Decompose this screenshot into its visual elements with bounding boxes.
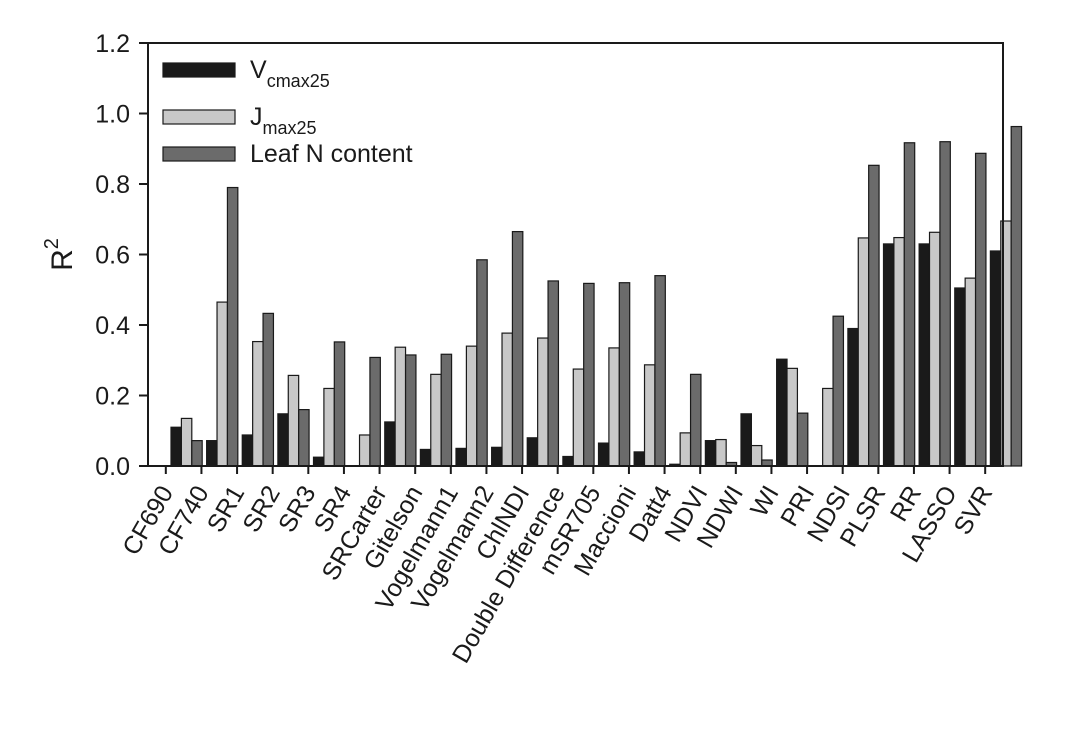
bar-sr3-series-3 <box>333 341 346 467</box>
bar-msr705-series-1 <box>597 442 610 467</box>
bar-ndvi-series-1 <box>704 440 717 467</box>
bar-ndsi-series-2 <box>857 237 870 467</box>
bar-srcarter-series-3 <box>404 354 417 467</box>
legend-swatch-series-1 <box>162 62 236 78</box>
x-tick-label: SR2 <box>237 481 286 537</box>
x-tick-label: SR1 <box>202 481 251 537</box>
y-tick-label: 0.2 <box>95 383 130 411</box>
bar-vogelmann1-series-1 <box>455 447 467 467</box>
bar-maccioni-series-3 <box>654 275 666 467</box>
bar-pri-series-2 <box>822 387 834 467</box>
legend-label-main: Leaf N content <box>250 140 413 168</box>
bars-layer <box>170 125 1023 467</box>
bar-datt4-series-2 <box>679 432 692 467</box>
legend-label-main: V <box>250 56 267 84</box>
bar-ndsi-series-1 <box>847 327 859 467</box>
y-tick-label: 0.0 <box>95 453 130 481</box>
bar-ndwi-series-1 <box>740 413 752 467</box>
bar-wi-series-2 <box>786 367 799 467</box>
bar-sr4-series-2 <box>358 434 371 467</box>
legend-label-subscript: cmax25 <box>267 71 330 91</box>
bar-vogelmann1-series-3 <box>476 259 488 467</box>
y-axis: 0.0 0.2 0.4 0.6 0.8 1.0 1.2 <box>95 30 148 481</box>
bar-ndvi-series-2 <box>715 438 727 467</box>
bar-vogelmann2-series-3 <box>511 230 524 467</box>
bar-svr-series-1 <box>989 250 1002 467</box>
bar-lasso-series-1 <box>954 287 966 467</box>
bar-vogelmann2-series-1 <box>491 446 503 467</box>
bar-cf740-series-2 <box>216 301 229 467</box>
bar-cf690-series-1 <box>170 426 182 467</box>
bar-msr705-series-2 <box>608 347 620 467</box>
legend-swatch-series-2 <box>162 109 236 125</box>
bar-cf740-series-3 <box>226 186 239 467</box>
bar-plsr-series-3 <box>903 142 916 467</box>
y-tick-label: 1.0 <box>95 101 130 129</box>
bar-datt4-series-3 <box>689 373 702 467</box>
legend-swatch-series-3 <box>162 146 236 162</box>
bar-maccioni-series-2 <box>643 364 656 467</box>
bar-cf740-series-1 <box>206 440 218 467</box>
bar-plsr-series-2 <box>893 236 905 467</box>
bar-rr-series-2 <box>928 231 941 467</box>
bar-rr-series-3 <box>939 141 951 467</box>
legend-label-subscript: max25 <box>263 118 317 138</box>
x-tick-label: SR3 <box>273 481 322 537</box>
y-axis-label: R2 <box>41 238 79 271</box>
bar-sr2-series-1 <box>277 413 289 467</box>
legend-label-series-2: Jmax25 <box>250 103 317 138</box>
bar-sr2-series-2 <box>287 374 300 467</box>
y-axis-label-superscript: 2 <box>41 238 63 249</box>
x-axis: CF690CF740SR1SR2SR3SR4SRCarterGitelsonVo… <box>117 466 998 668</box>
bar-msr705-series-3 <box>618 282 631 467</box>
y-tick-label: 1.2 <box>95 30 130 58</box>
bar-chlndi-series-2 <box>537 337 549 467</box>
bar-ndsi-series-3 <box>868 164 880 467</box>
bar-double-difference-series-1 <box>562 455 574 467</box>
bar-sr3-series-1 <box>312 456 325 467</box>
bar-svr-series-3 <box>1010 125 1023 467</box>
legend-label-series-1: Vcmax25 <box>250 56 330 91</box>
bar-rr-series-1 <box>918 243 931 467</box>
bar-sr2-series-3 <box>298 409 310 467</box>
bar-lasso-series-2 <box>964 277 977 467</box>
y-tick-label: 0.4 <box>95 312 130 340</box>
bar-gitelson-series-1 <box>419 448 432 467</box>
bar-cf690-series-2 <box>180 417 193 467</box>
bar-chlndi-series-3 <box>547 280 560 467</box>
bar-gitelson-series-2 <box>430 373 442 467</box>
bar-sr1-series-2 <box>252 340 264 467</box>
y-tick-label: 0.6 <box>95 242 130 270</box>
bar-chlndi-series-1 <box>526 437 539 467</box>
bar-plsr-series-1 <box>882 243 895 467</box>
bar-vogelmann1-series-2 <box>465 345 478 467</box>
bar-sr1-series-1 <box>241 434 254 467</box>
bar-sr4-series-3 <box>369 356 381 467</box>
bar-sr1-series-3 <box>262 312 275 467</box>
x-tick-label: SVR <box>948 481 998 540</box>
bar-cf690-series-3 <box>191 440 203 467</box>
bar-wi-series-3 <box>796 412 809 467</box>
bar-double-difference-series-2 <box>572 368 585 467</box>
bar-gitelson-series-3 <box>440 353 453 467</box>
y-axis-label-main: R <box>46 249 79 271</box>
bar-double-difference-series-3 <box>583 282 595 467</box>
bar-wi-series-1 <box>776 358 788 467</box>
bar-maccioni-series-1 <box>633 451 646 467</box>
y-tick-label: 0.8 <box>95 171 130 199</box>
bar-srcarter-series-2 <box>394 346 407 467</box>
bar-sr3-series-2 <box>323 387 335 467</box>
bar-lasso-series-3 <box>974 152 987 467</box>
bar-ndwi-series-2 <box>750 444 763 467</box>
bar-srcarter-series-1 <box>384 421 396 467</box>
legend-label-main: J <box>250 103 263 131</box>
legend-label-series-3: Leaf N content <box>250 140 413 168</box>
bar-pri-series-3 <box>832 315 845 467</box>
bar-vogelmann2-series-2 <box>501 332 514 467</box>
